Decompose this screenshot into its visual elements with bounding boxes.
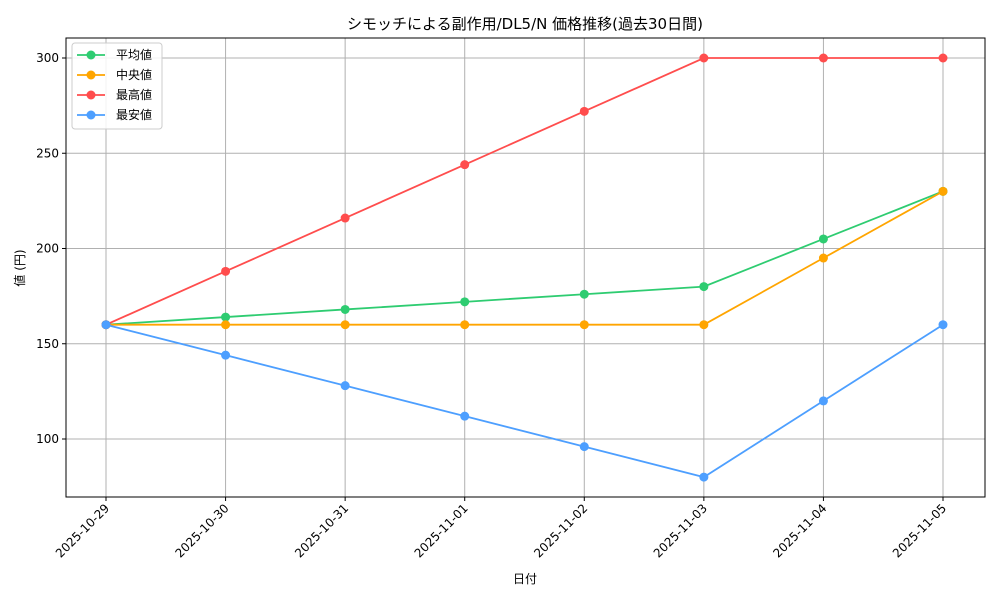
x-tick-label: 2025-11-01: [412, 501, 471, 560]
data-point: [340, 320, 350, 330]
x-tick-label: 2025-11-04: [770, 501, 829, 560]
chart-title: シモッチによる副作用/DL5/N 価格推移(過去30日間): [347, 15, 703, 33]
x-tick-label: 2025-11-05: [890, 501, 949, 560]
x-tick-label: 2025-10-30: [172, 501, 231, 560]
data-point: [101, 320, 111, 330]
data-point: [460, 297, 470, 307]
x-axis-label: 日付: [513, 572, 537, 586]
x-tick-label: 2025-11-02: [531, 501, 590, 560]
data-point: [818, 396, 828, 406]
legend-label: 平均値: [116, 47, 152, 62]
grid-lines: [66, 38, 985, 497]
data-point: [221, 320, 231, 330]
series-line: [101, 53, 948, 330]
data-point: [340, 381, 350, 391]
data-point: [818, 53, 828, 63]
data-point: [818, 234, 828, 244]
x-tick-label: 2025-10-31: [292, 501, 351, 560]
plot-frame: [65, 37, 986, 498]
data-point: [221, 350, 231, 360]
y-tick-label: 100: [36, 432, 59, 446]
data-point: [460, 411, 470, 421]
data-point: [340, 304, 350, 314]
y-tick-label: 150: [36, 337, 59, 351]
legend-label: 中央値: [116, 67, 152, 82]
legend-item: 中央値: [77, 67, 152, 82]
legend-item: 平均値: [77, 47, 152, 62]
data-point: [699, 472, 709, 482]
data-point: [460, 320, 470, 330]
legend-label: 最安値: [116, 107, 152, 122]
y-tick-label: 250: [36, 146, 59, 160]
data-point: [579, 320, 589, 330]
y-tick-label: 300: [36, 51, 59, 65]
data-point: [579, 106, 589, 116]
data-point: [699, 320, 709, 330]
y-axis-label: 値 (円): [12, 249, 27, 286]
data-point: [818, 253, 828, 263]
data-point: [938, 53, 948, 63]
data-point: [579, 289, 589, 299]
data-point: [699, 53, 709, 63]
data-series: [101, 53, 948, 482]
data-point: [460, 160, 470, 170]
data-point: [938, 320, 948, 330]
legend-label: 最高値: [116, 87, 152, 102]
legend-item: 最安値: [77, 107, 152, 122]
legend-item: 最高値: [77, 87, 152, 102]
series-line: [101, 186, 948, 330]
data-point: [579, 442, 589, 452]
data-point: [221, 266, 231, 276]
x-tick-label: 2025-10-29: [53, 501, 112, 560]
y-axis-ticks: 100 150 200 250 300: [36, 51, 66, 446]
data-point: [938, 186, 948, 196]
legend-box: [71, 42, 163, 130]
data-point: [340, 213, 350, 223]
x-axis-ticks: 2025-10-29 2025-10-30 2025-10-31 2025-11-01…: [53, 497, 949, 560]
data-point: [221, 312, 231, 322]
x-tick-label: 2025-11-03: [651, 501, 710, 560]
y-tick-label: 200: [36, 242, 59, 256]
series-line: [101, 320, 948, 482]
data-point: [699, 282, 709, 292]
